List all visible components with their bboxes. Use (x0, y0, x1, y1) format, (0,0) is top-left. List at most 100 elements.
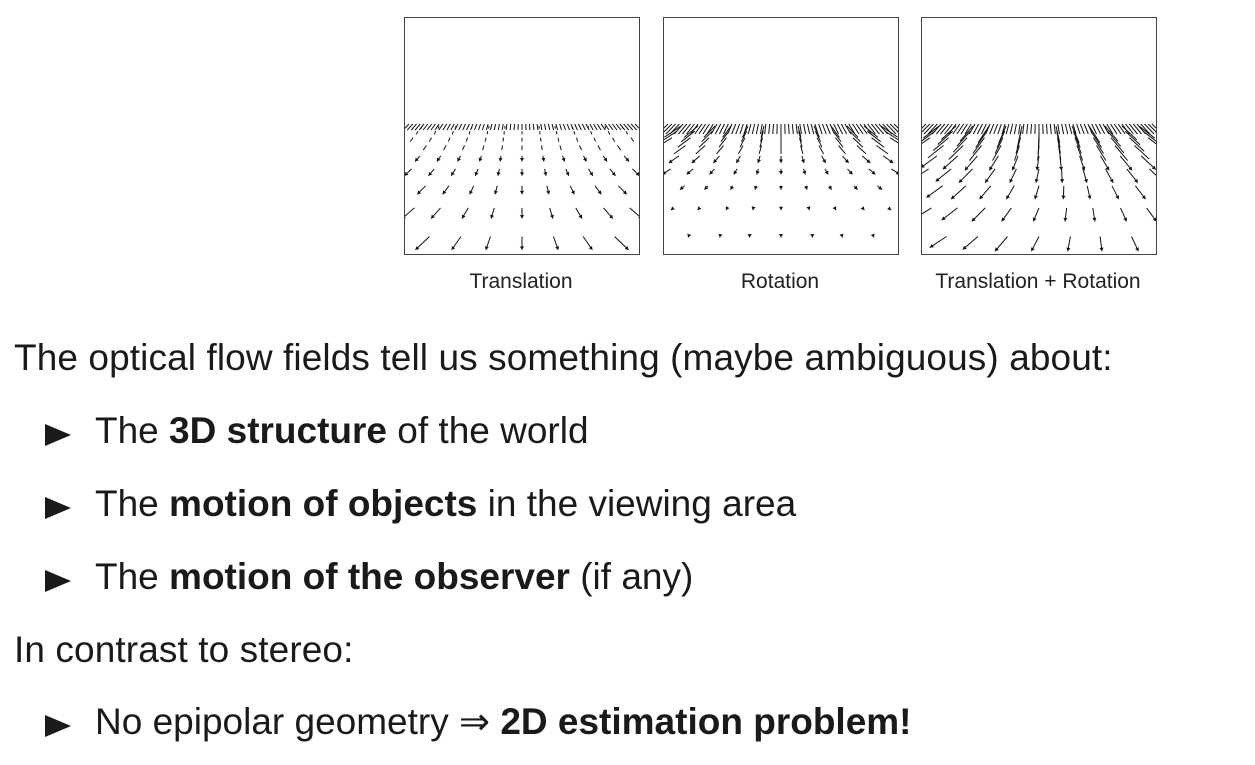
flow-vector (698, 123, 707, 135)
flow-arrowhead (718, 233, 723, 238)
flow-vector (1005, 123, 1010, 135)
flow-arrowhead (1128, 166, 1133, 171)
flow-vector (1064, 123, 1069, 135)
flow-vector (1015, 137, 1021, 154)
flow-vector (677, 137, 691, 148)
flow-arrowhead (1001, 217, 1006, 222)
flow-arrowhead (1141, 195, 1146, 200)
flow-arrowhead (1006, 195, 1010, 200)
flow-arrowhead (962, 245, 967, 250)
flow-vector (1106, 123, 1114, 135)
flow-vector (952, 137, 968, 153)
flow-arrowhead (635, 171, 639, 176)
flow-arrowhead (751, 206, 756, 211)
flow-vector (468, 131, 471, 135)
flow-arrowhead (979, 195, 984, 200)
flow-arrowhead (519, 215, 525, 219)
flow-vector (871, 137, 885, 148)
flow-vector (927, 123, 938, 135)
flow-vector (1068, 123, 1073, 135)
flow-vector (922, 168, 929, 174)
flow-vector (1088, 125, 1101, 144)
flow-vector (993, 123, 999, 135)
flow-vector (428, 137, 432, 142)
flow-vector (1124, 130, 1141, 146)
flow-vector (994, 137, 1004, 154)
flow-vector (829, 123, 835, 135)
flow-vector (882, 123, 893, 135)
flow-vector (555, 131, 558, 135)
flow-vector (405, 123, 410, 129)
flow-vector (544, 123, 547, 131)
flow-vector (1018, 123, 1021, 135)
flow-arrowhead (895, 170, 898, 175)
flow-arrowhead (755, 170, 760, 175)
flow-arrowhead (1033, 195, 1038, 200)
flow-vector (768, 123, 771, 135)
flow-vector (742, 125, 749, 138)
flow-vector (799, 123, 802, 135)
flow-vector (1121, 123, 1130, 135)
flow-vector (1098, 123, 1106, 135)
translation-flow-panel (404, 17, 640, 255)
flow-arrowhead (756, 159, 761, 163)
flow-arrowhead (1087, 195, 1092, 200)
flow-vector (1087, 123, 1093, 135)
flow-vector (438, 123, 444, 131)
flow-arrowhead (853, 185, 858, 190)
flow-arrowhead (889, 159, 894, 163)
flow-arrowhead (941, 216, 946, 221)
flow-vector (760, 123, 763, 135)
flow-arrowhead (1034, 178, 1039, 183)
flow-vector (664, 123, 669, 129)
flow-vector (1053, 123, 1056, 135)
flow-arrowhead (1115, 195, 1119, 200)
flow-vector (573, 131, 576, 135)
flow-vector (855, 123, 864, 135)
flow-vector (450, 123, 455, 131)
flow-vector (536, 123, 539, 131)
flow-vector (874, 123, 884, 135)
flow-vector (627, 123, 634, 131)
flow-vector (952, 123, 961, 135)
flow-vector (976, 123, 983, 135)
flow-vector (932, 137, 949, 151)
flow-vector (731, 123, 737, 135)
flow-vector (630, 137, 635, 142)
flow-vector (972, 123, 980, 135)
flow-arrowhead (1009, 178, 1014, 183)
flow-vector (458, 123, 463, 131)
flow-vector (759, 137, 763, 148)
flow-vector (959, 125, 974, 142)
flow-vector (1110, 123, 1118, 135)
flow-vector (758, 145, 762, 155)
flow-vector (1093, 137, 1104, 154)
flow-vector (948, 123, 957, 135)
flow-vector (884, 130, 898, 141)
flow-vector (581, 123, 586, 131)
flow-arrowhead (664, 170, 667, 175)
flow-vector (465, 137, 468, 142)
translation-rotation-flow-panel (921, 17, 1157, 255)
flow-arrowhead (929, 243, 934, 248)
flow-vector (559, 145, 562, 151)
flow-vector (1057, 123, 1060, 135)
flow-vector (623, 123, 630, 131)
flow-vector (630, 123, 638, 131)
flow-vector (814, 130, 822, 142)
flow-vector (1151, 123, 1156, 129)
flow-vector (723, 123, 729, 135)
flow-arrowhead (561, 157, 566, 162)
flow-vector (1113, 123, 1122, 135)
flow-arrowhead (484, 246, 489, 250)
flow-arrowhead (733, 170, 738, 175)
flow-vector (422, 123, 429, 131)
flow-arrowhead (822, 158, 826, 163)
flow-vector (876, 145, 889, 155)
flow-vector (664, 137, 673, 144)
flow-vector (964, 123, 972, 135)
flow-arrowhead (469, 190, 473, 195)
flow-arrowhead (1081, 166, 1086, 171)
caption-rotation: Rotation (740, 270, 820, 293)
flow-vector (989, 123, 995, 135)
